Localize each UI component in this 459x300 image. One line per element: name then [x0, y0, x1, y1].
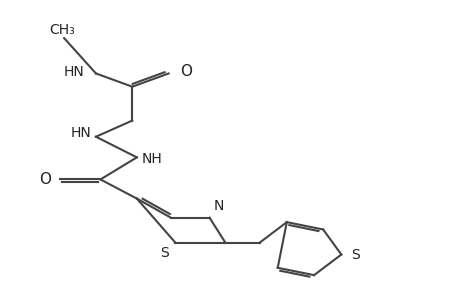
Text: O: O	[179, 64, 191, 80]
Text: CH₃: CH₃	[49, 22, 74, 37]
Text: NH: NH	[141, 152, 162, 166]
Text: HN: HN	[71, 126, 91, 140]
Text: O: O	[39, 172, 51, 187]
Text: S: S	[160, 246, 168, 260]
Text: HN: HN	[64, 65, 84, 79]
Text: N: N	[213, 199, 224, 213]
Text: S: S	[351, 248, 359, 262]
